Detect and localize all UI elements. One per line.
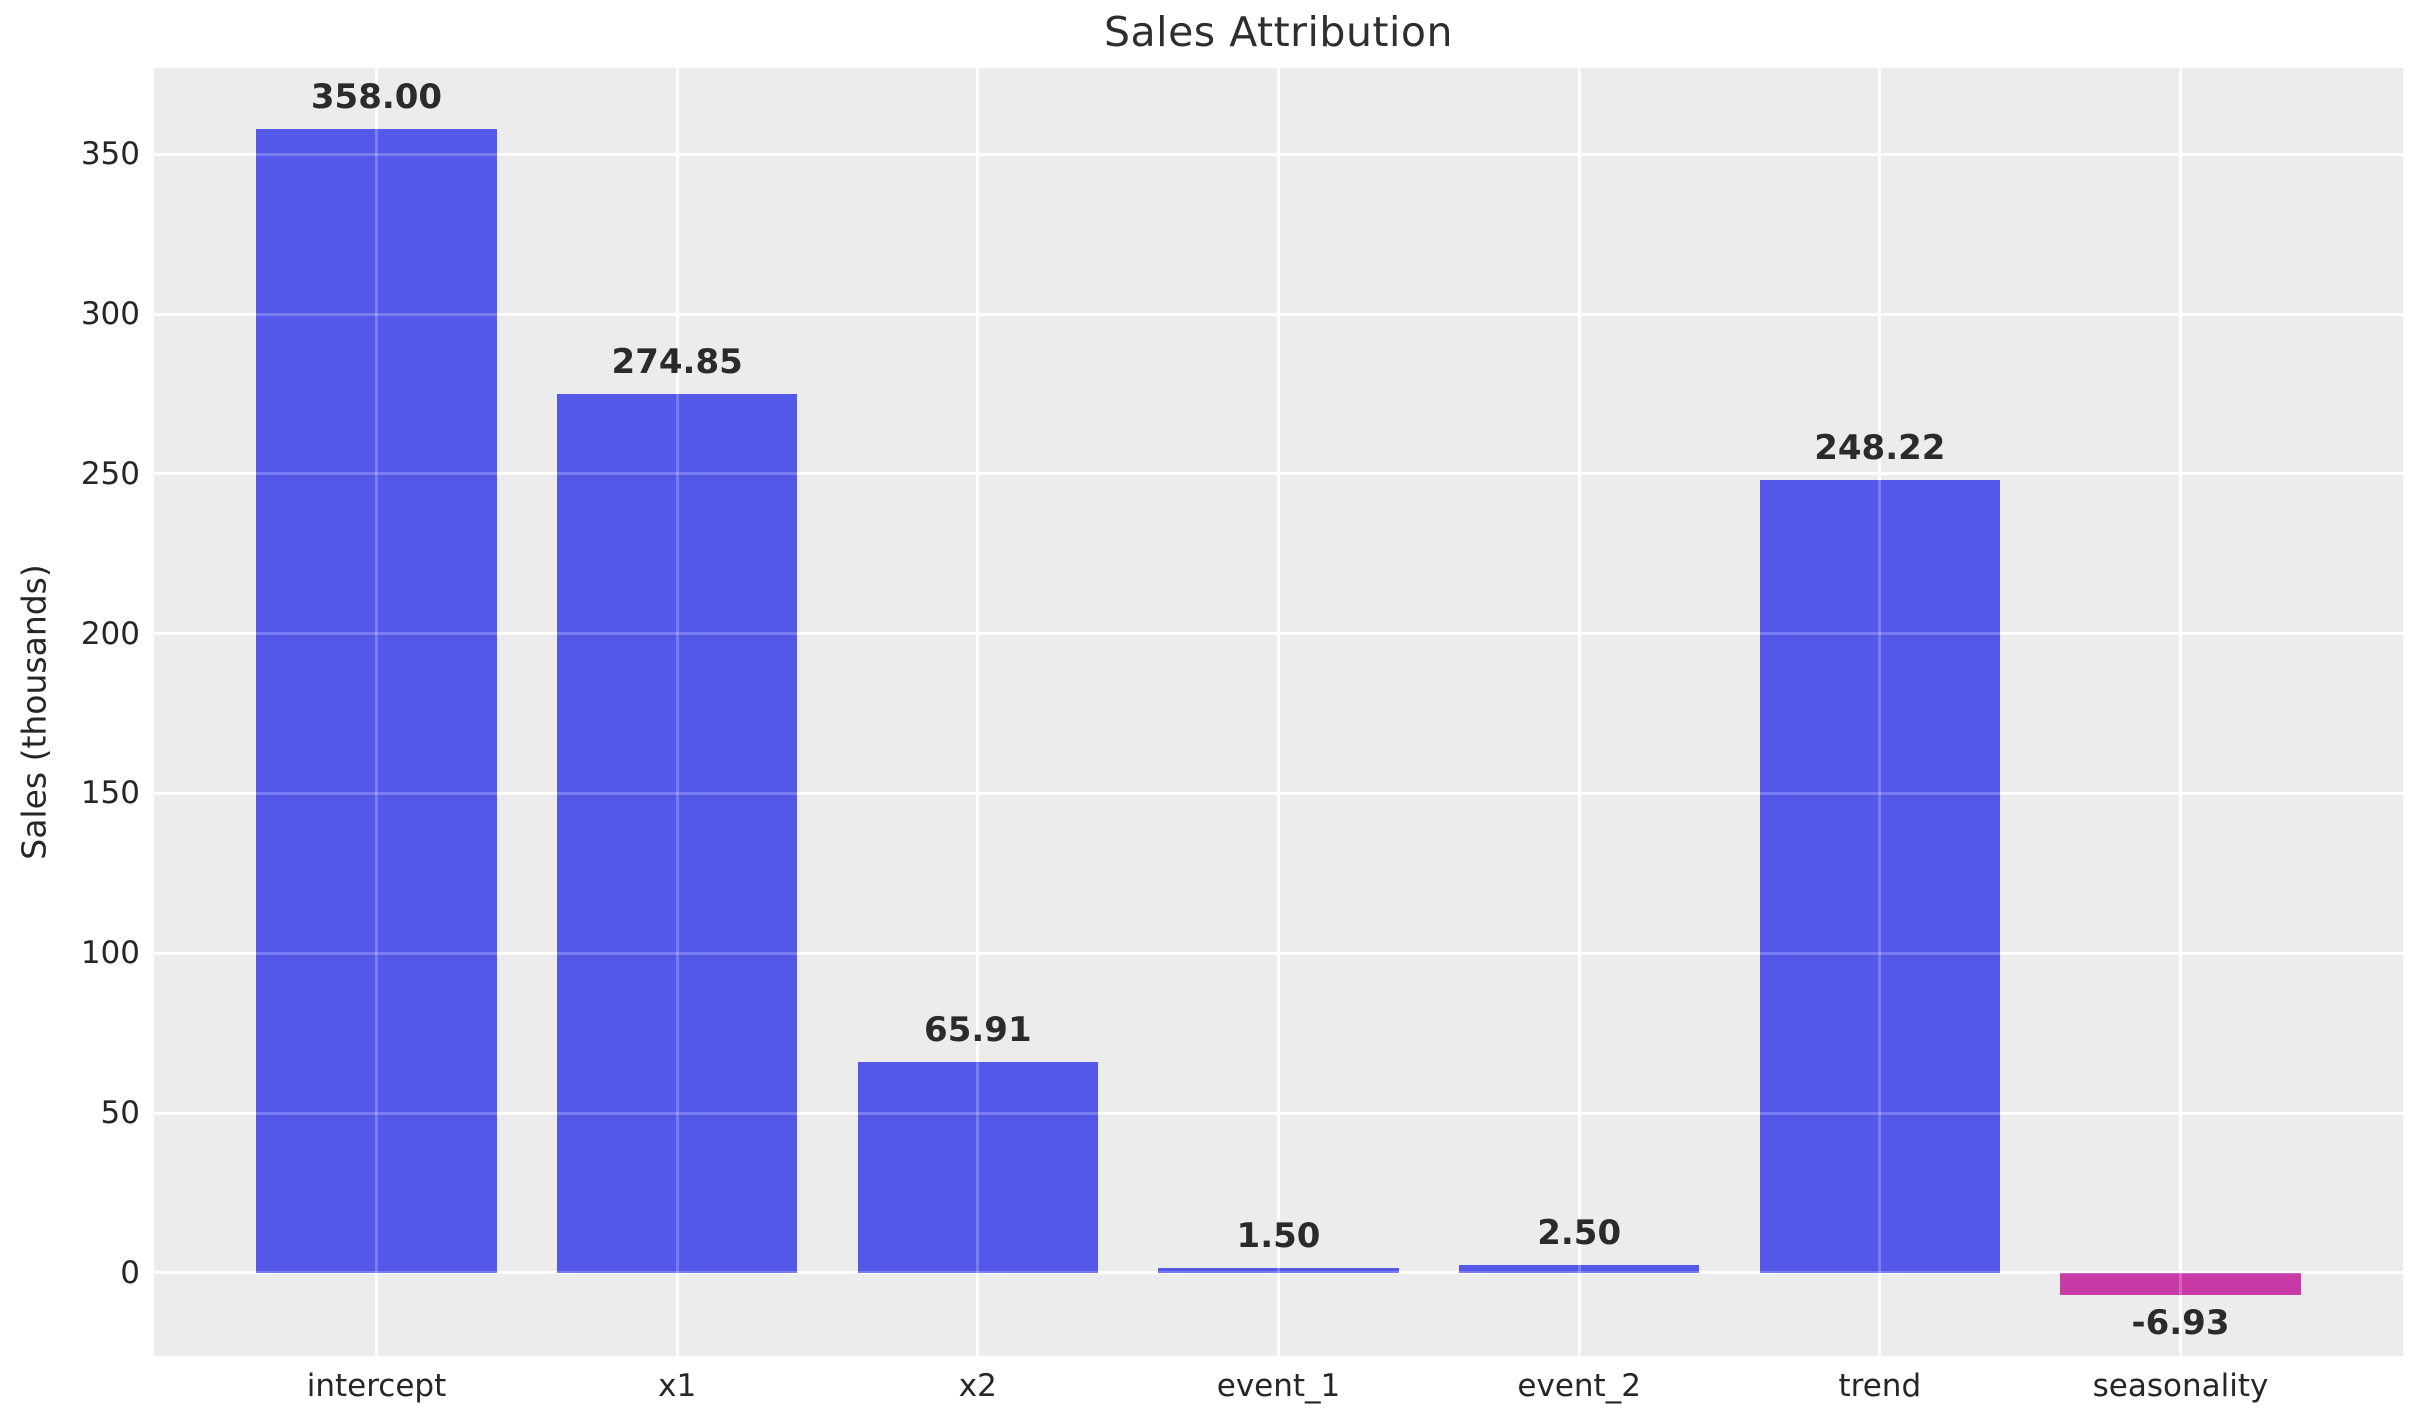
- gridline-horizontal-overlay: [154, 472, 2403, 476]
- chart-title: Sales Attribution: [1104, 8, 1453, 56]
- gridline-vertical-overlay: [1577, 68, 1581, 1356]
- gridline-vertical: [2179, 68, 2182, 1356]
- bar-seasonality: [2060, 1272, 2301, 1296]
- x-tick-label-x1: x1: [658, 1368, 697, 1404]
- bar-x1: [556, 394, 798, 1273]
- bar-value-label: -6.93: [2131, 1303, 2230, 1344]
- x-tick-label-trend: trend: [1838, 1368, 1922, 1404]
- bar-value-label: 248.22: [1814, 427, 1946, 468]
- bar-x2: [857, 1062, 1099, 1273]
- gridline-horizontal-overlay: [154, 791, 2403, 795]
- bar-value-label: 274.85: [611, 342, 743, 383]
- gridline-vertical-overlay: [976, 68, 980, 1356]
- x-tick-label-event_2: event_2: [1517, 1368, 1641, 1404]
- bar-trend: [1759, 479, 2001, 1273]
- bar-value-label: 2.50: [1537, 1212, 1622, 1253]
- gridline-vertical: [976, 68, 980, 1356]
- y-tick-label: 150: [80, 775, 140, 812]
- y-tick-label: 350: [80, 136, 140, 173]
- gridline-vertical-overlay: [1878, 68, 1882, 1356]
- gridline-vertical-overlay: [374, 68, 378, 1356]
- gridline-horizontal-overlay: [154, 1271, 2403, 1275]
- gridline-horizontal-overlay: [154, 152, 2403, 156]
- x-tick-label-event_1: event_1: [1216, 1368, 1341, 1404]
- gridline-horizontal-overlay: [154, 1111, 2403, 1115]
- bar-value-label: 65.91: [924, 1010, 1032, 1051]
- x-tick-label-x2: x2: [958, 1368, 997, 1404]
- gridline-horizontal-overlay: [154, 951, 2403, 955]
- gridline-vertical-overlay: [2179, 68, 2182, 1356]
- gridline-horizontal-overlay: [154, 312, 2403, 316]
- y-tick-label: 250: [80, 455, 140, 492]
- y-tick-label: 300: [80, 296, 140, 333]
- plot-area: 358.00 274.85 65.91 1.50 2.50 248.22 -6.93: [154, 68, 2403, 1356]
- y-tick-label: 0: [120, 1254, 140, 1291]
- y-tick-label: 100: [80, 935, 140, 972]
- y-tick-label: 200: [80, 615, 140, 652]
- x-tick-label-seasonality: seasonality: [2092, 1368, 2269, 1404]
- x-tick-label-intercept: intercept: [306, 1368, 447, 1404]
- bar-intercept: [256, 128, 497, 1273]
- bar-value-label: 1.50: [1236, 1216, 1321, 1257]
- gridline-horizontal-overlay: [154, 632, 2403, 636]
- gridline-vertical-overlay: [675, 68, 679, 1356]
- bar-value-label: 358.00: [310, 76, 443, 117]
- gridline-vertical: [1577, 68, 1581, 1356]
- y-axis-label: Sales (thousands): [14, 564, 54, 860]
- bar-event_2: [1458, 1264, 1700, 1273]
- y-tick-label: 50: [100, 1095, 140, 1132]
- gridline-vertical: [1277, 68, 1280, 1356]
- gridline-vertical-overlay: [1277, 68, 1280, 1356]
- bar-event_1: [1158, 1268, 1399, 1273]
